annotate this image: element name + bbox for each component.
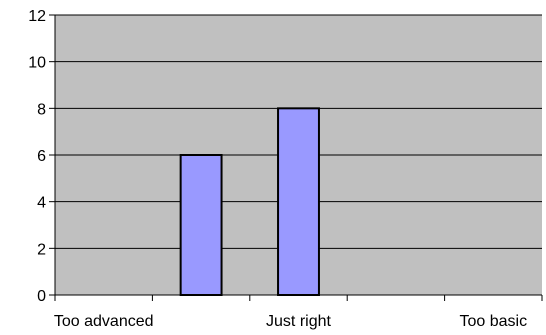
- y-tick-label: 4: [37, 195, 46, 212]
- y-tick-label: 12: [28, 8, 46, 25]
- y-tick-label: 6: [37, 148, 46, 165]
- bar: [179, 154, 223, 296]
- y-axis-ticks: 0 2 4 6 8 10 12: [28, 8, 55, 305]
- bar: [277, 107, 320, 297]
- x-tick-label: Too basic: [460, 313, 528, 330]
- y-tick-label: 10: [28, 55, 46, 72]
- y-tick-label: 8: [37, 101, 46, 118]
- y-tick-label: 0: [37, 288, 46, 305]
- x-axis-ticks: Too advanced Just right Too basic: [54, 295, 543, 330]
- x-tick-label: Too advanced: [54, 313, 154, 330]
- y-tick-label: 2: [37, 241, 46, 258]
- x-tick-label: Just right: [266, 313, 331, 330]
